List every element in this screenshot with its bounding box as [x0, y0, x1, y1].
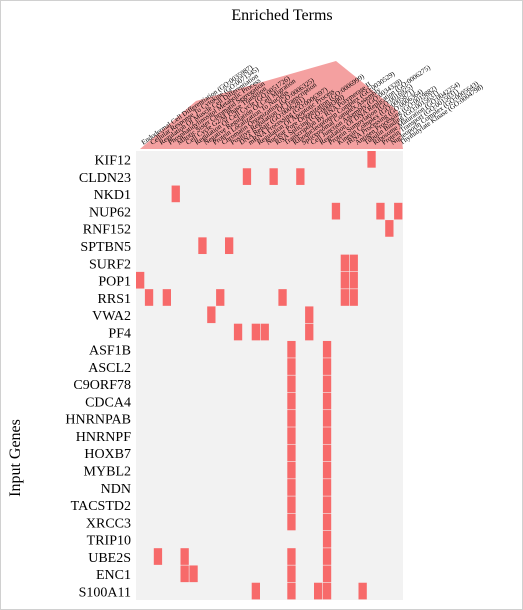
heatmap-cell: [269, 168, 278, 185]
heatmap-cell: [322, 513, 332, 531]
heatmap-cell: [358, 582, 367, 600]
heatmap-cell: [144, 289, 154, 306]
gene-label: CDCA4: [85, 395, 131, 410]
gene-label: MYBL2: [84, 465, 131, 480]
heatmap-cell: [305, 323, 314, 341]
heatmap-cell: [322, 565, 332, 583]
heatmap-cell: [287, 358, 296, 375]
gene-label: RNF152: [83, 223, 131, 238]
y-axis-label: Input Genes: [7, 419, 24, 497]
gene-label: ASCL2: [88, 361, 131, 376]
heatmap-cell: [287, 427, 296, 444]
heatmap-cell: [189, 565, 198, 583]
gene-label: HNRNPF: [76, 430, 131, 445]
heatmap-cell: [296, 168, 305, 185]
heatmap-cell: [322, 410, 332, 427]
gene-label: NKD1: [94, 188, 131, 203]
heatmap-cell: [322, 530, 332, 548]
gene-label: HOXB7: [84, 447, 131, 462]
heatmap-cell: [322, 375, 332, 393]
gene-label: RRS1: [98, 292, 131, 307]
heatmap-cell: [314, 582, 323, 600]
heatmap-cell: [207, 306, 216, 324]
heatmap-cell: [278, 289, 287, 306]
heatmap-cell: [162, 289, 171, 306]
heatmap-cell: [322, 392, 332, 410]
term-band-shape: [140, 61, 403, 149]
heatmap-cell: [322, 444, 332, 462]
heatmap-cell: [287, 340, 296, 358]
chart-title: Enriched Terms: [231, 7, 332, 24]
heatmap-cell: [136, 271, 145, 289]
heatmap-cell: [349, 289, 358, 306]
heatmap-cell: [287, 444, 296, 462]
heatmap-cell: [376, 202, 385, 220]
heatmap-cell: [216, 289, 225, 306]
gene-label: TRIP10: [87, 534, 131, 549]
heatmap-cell: [180, 565, 189, 583]
heatmap-cell: [180, 548, 189, 565]
gene-label: NUP62: [89, 205, 131, 220]
heatmap-cell: [322, 427, 332, 444]
heatmap-cell: [153, 548, 163, 565]
heatmap-cell: [171, 185, 180, 203]
heatmap-cell: [340, 271, 349, 289]
heatmap-cell: [198, 237, 207, 255]
gene-label: UBE2S: [88, 551, 131, 566]
gene-label: NDN: [101, 482, 131, 497]
heatmap-cell: [233, 323, 243, 341]
heatmap-background: [136, 151, 403, 600]
heatmap-cell: [322, 582, 332, 600]
heatmap-cell: [251, 582, 260, 600]
gene-label: ENC1: [96, 568, 131, 583]
heatmap-cell: [287, 375, 296, 393]
heatmap-cell: [287, 513, 296, 531]
heatmap-cell: [287, 461, 296, 479]
heatmap-cell: [322, 548, 332, 565]
gene-label: TACSTD2: [71, 499, 131, 514]
term-label-band: [140, 61, 403, 149]
heatmap-cell: [287, 410, 296, 427]
heatmap-cell: [367, 151, 376, 168]
heatmap-cell: [385, 220, 394, 237]
gene-label: VWA2: [92, 309, 131, 324]
heatmap-cell: [287, 548, 296, 565]
heatmap-cell: [287, 496, 296, 514]
heatmap-cell: [260, 323, 269, 341]
gene-label: CLDN23: [79, 171, 131, 186]
gene-labels: KIF12 CLDN23 NKD1 NUP62 RNF152 SPTBN5 SURF2 POP…: [65, 154, 131, 601]
heatmap-cell: [225, 237, 234, 255]
heatmap-cell: [287, 582, 296, 600]
heatmap-cell: [340, 289, 349, 306]
heatmap-cell: [322, 479, 332, 496]
gene-label: SURF2: [89, 257, 131, 272]
heatmap-cell: [349, 271, 358, 289]
heatmap-cell: [349, 254, 358, 272]
gene-label: PF4: [108, 326, 131, 341]
heatmap-cell: [394, 202, 403, 220]
heatmap-cell: [287, 479, 296, 496]
heatmap-cell: [322, 340, 332, 358]
gene-label: C9ORF78: [73, 378, 131, 393]
gene-label: POP1: [98, 275, 131, 290]
heatmap-cell: [251, 323, 260, 341]
heatmap-cell: [287, 392, 296, 410]
heatmap-cell: [242, 168, 252, 185]
heatmap-cells: [136, 151, 403, 600]
gene-label: S100A11: [79, 585, 131, 600]
gene-label: XRCC3: [86, 516, 131, 531]
heatmap-cell: [322, 496, 332, 514]
gene-label: SPTBN5: [80, 240, 131, 255]
heatmap-cell: [340, 254, 349, 272]
heatmap-cell: [322, 358, 332, 375]
gene-label: ASF1B: [89, 344, 131, 359]
gene-label: KIF12: [94, 154, 131, 169]
heatmap-cell: [287, 565, 296, 583]
heatmap-cell: [305, 306, 314, 324]
gene-label: HNRNPAB: [65, 413, 131, 428]
heatmap-cell: [322, 461, 332, 479]
heatmap-cell: [331, 202, 341, 220]
